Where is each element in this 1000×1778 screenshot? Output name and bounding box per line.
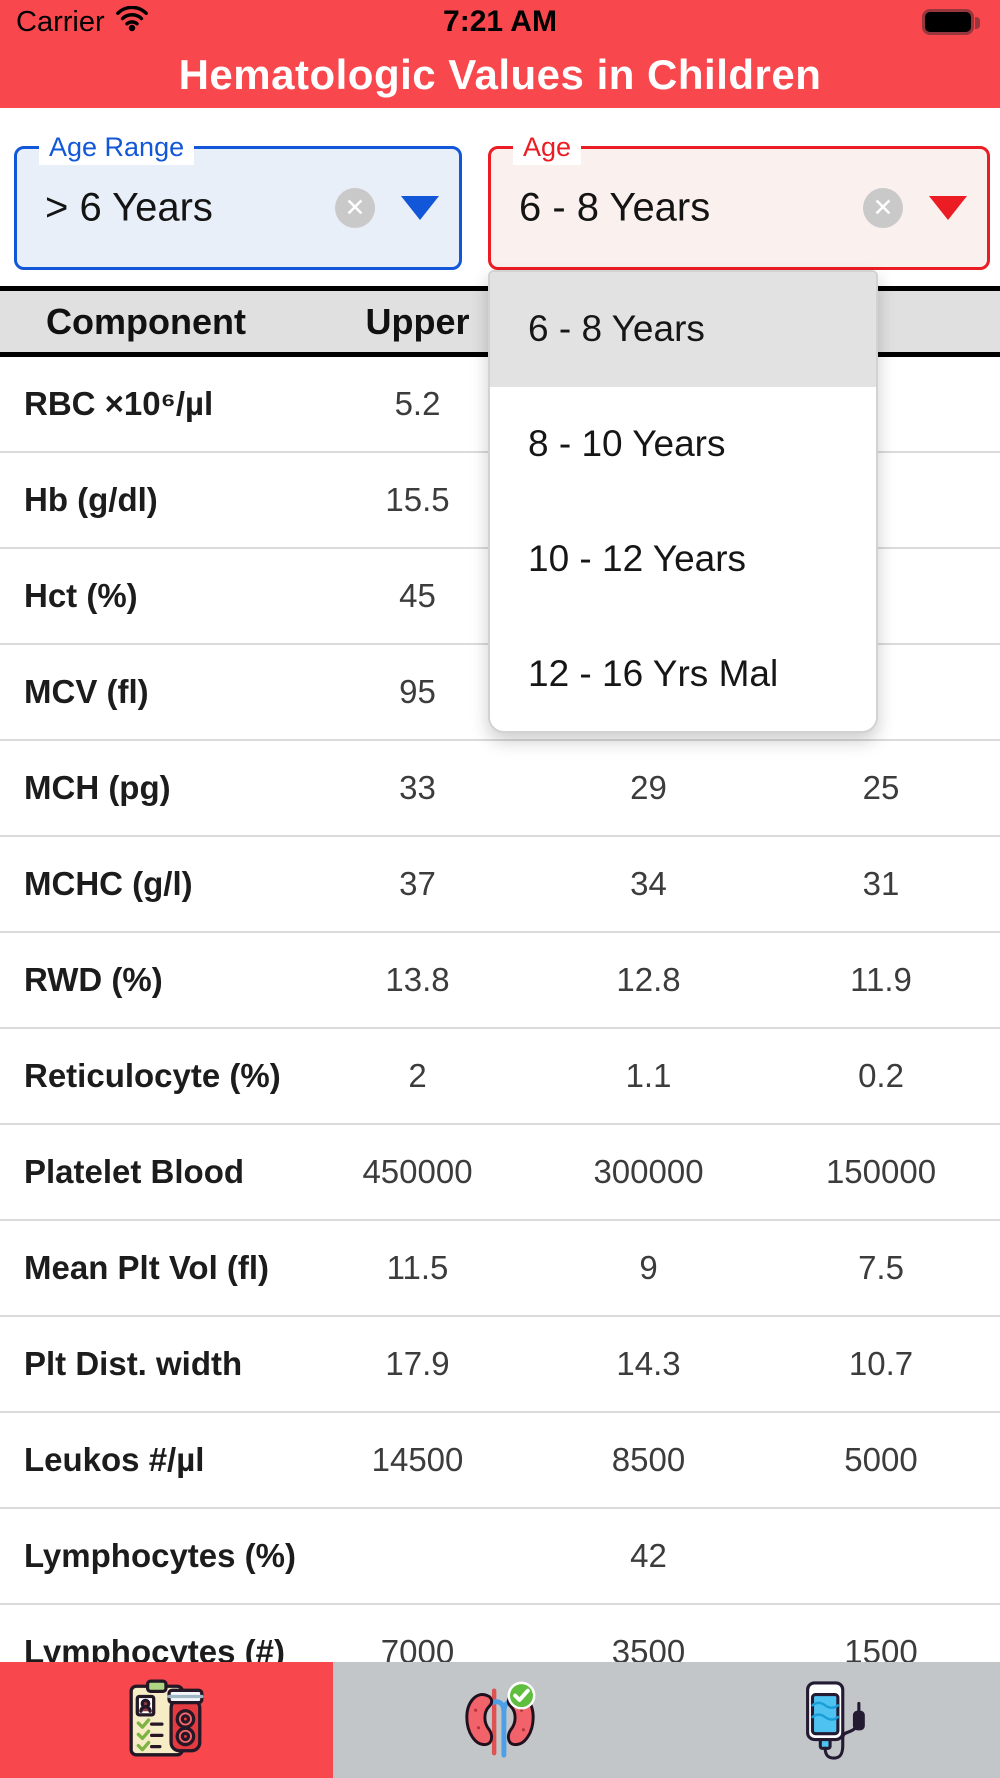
table-row: Leukos #/µl 14500 8500 5000: [0, 1413, 1000, 1509]
age-range-label: Age Range: [39, 129, 195, 166]
status-bar: Carrier 7:21 AM: [0, 0, 1000, 44]
mid-value: 14.3: [616, 1345, 681, 1382]
component-label: Mean Plt Vol (fl): [24, 1249, 270, 1286]
component-label: RWD (%): [24, 961, 163, 998]
table-row: MCV (fl) 95: [0, 645, 1000, 741]
component-label: Hct (%): [24, 577, 138, 614]
upper-value: 33: [399, 769, 436, 806]
tab-bar: [0, 1662, 1000, 1778]
tab-lab-report[interactable]: [0, 1662, 334, 1778]
age-range-select[interactable]: Age Range > 6 Years ✕: [14, 129, 462, 270]
upper-value: 13.8: [385, 961, 450, 998]
upper-value: 15.5: [385, 481, 450, 518]
table-row: MCHC (g/l) 37 34 31: [0, 837, 1000, 933]
mid-value: 12.8: [616, 961, 681, 998]
upper-value: 45: [399, 577, 436, 614]
upper-value: 95: [399, 673, 436, 710]
upper-value: 450000: [362, 1153, 473, 1190]
table-row: Mean Plt Vol (fl) 11.5 9 7.5: [0, 1221, 1000, 1317]
component-label: Reticulocyte (%): [24, 1057, 281, 1094]
age-range-value: > 6 Years: [45, 185, 213, 230]
dropdown-option[interactable]: 10 - 12 Years: [490, 501, 876, 617]
component-label: Leukos #/µl: [24, 1441, 205, 1478]
age-label: Age: [513, 129, 582, 166]
tab-iv-infusion[interactable]: [666, 1662, 1000, 1778]
status-time: 7:21 AM: [443, 5, 557, 38]
lower-value: 10.7: [848, 1345, 914, 1382]
age-select[interactable]: Age 6 - 8 Years ✕: [488, 129, 990, 270]
component-label: Lymphocytes (%): [24, 1537, 296, 1574]
column-header-component: Component: [46, 300, 246, 342]
table-row: Reticulocyte (%) 2 1.1 0.2: [0, 1029, 1000, 1125]
dropdown-option[interactable]: 8 - 10 Years: [490, 386, 876, 502]
age-dropdown-list: 6 - 8 Years 8 - 10 Years 10 - 12 Years 12 -…: [488, 270, 878, 733]
dropdown-option[interactable]: 12 - 16 Yrs Mal: [490, 616, 876, 731]
mid-value: 8500: [611, 1441, 686, 1478]
component-label: Plt Dist. width: [24, 1345, 243, 1382]
lower-value: 7.5: [858, 1249, 904, 1286]
component-label: Hb (g/dl): [24, 481, 158, 518]
upper-value: 17.9: [385, 1345, 450, 1382]
kidneys-icon: [459, 1679, 541, 1761]
table-row: Platelet Blood 450000 300000 150000: [0, 1125, 1000, 1221]
component-label: MCH (pg): [24, 769, 171, 806]
lower-value: 0.2: [858, 1057, 904, 1094]
upper-value: 14500: [371, 1441, 464, 1478]
column-header-upper: Upper: [365, 300, 470, 342]
lower-value: 150000: [825, 1153, 937, 1190]
wifi-icon: [114, 5, 150, 38]
carrier-label: Carrier: [16, 5, 105, 38]
battery-icon: [922, 9, 980, 35]
component-label: RBC ×10⁶/µl: [24, 385, 214, 422]
mid-value: 29: [630, 769, 667, 806]
tab-kidneys[interactable]: [333, 1662, 667, 1778]
mid-value: 34: [630, 865, 667, 902]
mid-value: 9: [639, 1249, 658, 1286]
table-row: Lymphocytes (%) 42: [0, 1509, 1000, 1605]
mid-value: 42: [630, 1537, 667, 1574]
table-row: RWD (%) 13.8 12.8 11.9: [0, 933, 1000, 1029]
dropdown-option[interactable]: 6 - 8 Years: [490, 272, 876, 387]
component-label: MCV (fl): [24, 673, 149, 710]
component-label: Platelet Blood: [24, 1153, 245, 1190]
mid-value: 300000: [593, 1153, 704, 1190]
lower-value: 31: [862, 865, 900, 902]
lab-report-icon: [124, 1677, 210, 1763]
chevron-down-icon[interactable]: [929, 196, 967, 220]
component-label: MCHC (g/l): [24, 865, 193, 902]
upper-value: 5.2: [394, 385, 441, 422]
clear-icon[interactable]: ✕: [863, 188, 903, 228]
lower-value: 25: [862, 769, 900, 806]
iv-bag-icon: [792, 1679, 874, 1761]
upper-value: 2: [408, 1057, 427, 1094]
upper-value: 11.5: [386, 1249, 449, 1286]
app-header: Carrier 7:21 AM Hematologic Values in Ch…: [0, 0, 1000, 108]
table-row: Plt Dist. width 17.9 14.3 10.7: [0, 1317, 1000, 1413]
clear-icon[interactable]: ✕: [335, 188, 375, 228]
upper-value: 37: [399, 865, 436, 902]
age-value: 6 - 8 Years: [519, 185, 711, 230]
lower-value: 5000: [844, 1441, 918, 1478]
chevron-down-icon[interactable]: [401, 196, 439, 220]
mid-value: 1.1: [625, 1057, 672, 1094]
lower-value: 11.9: [850, 961, 912, 998]
table-row: MCH (pg) 33 29 25: [0, 741, 1000, 837]
page-title: Hematologic Values in Children: [178, 51, 822, 98]
